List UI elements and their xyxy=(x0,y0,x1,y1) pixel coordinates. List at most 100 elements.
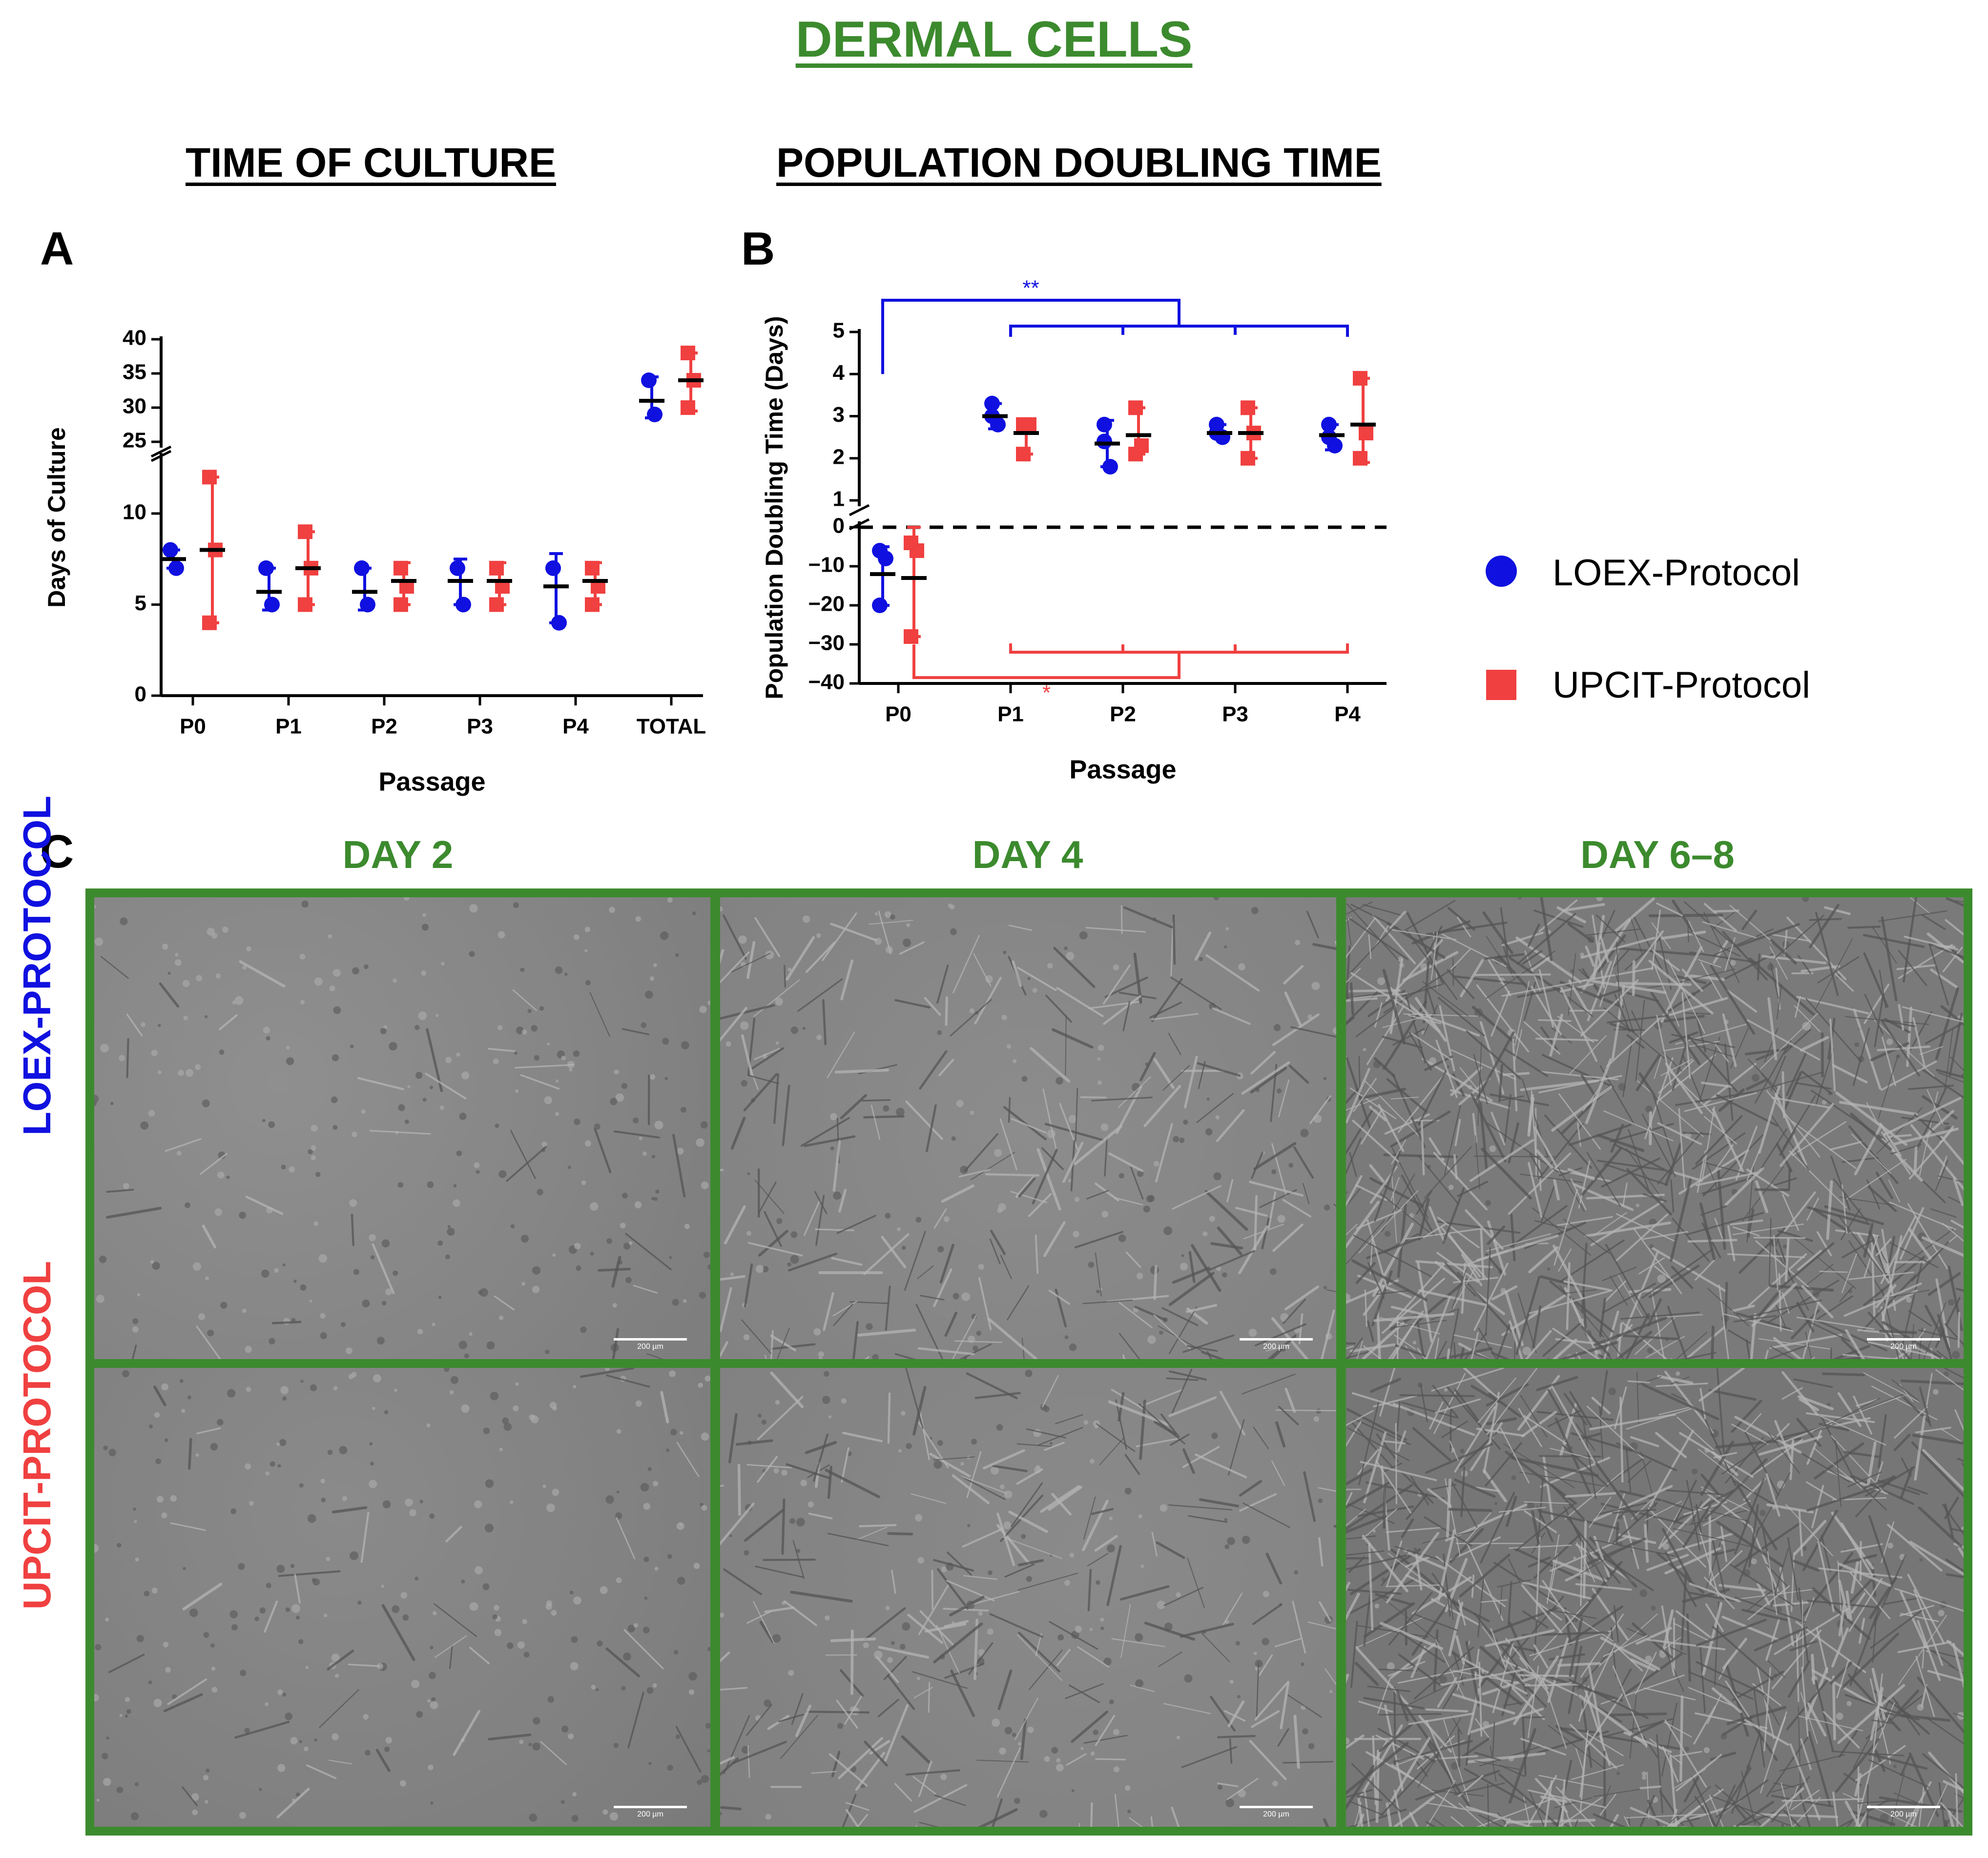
y-tick-label: 30 xyxy=(123,394,146,418)
y-tick-label: 4 xyxy=(833,361,845,385)
chart-time-of-culture: 25 30 35 40 0 5 10 P0 P1 P2 P3 P4 TOTAL Passage Days o… xyxy=(43,326,706,797)
data-point-loex xyxy=(641,372,657,388)
axis-break-mark xyxy=(150,450,172,462)
cell-pattern xyxy=(1346,897,1964,1359)
scale-bar: 200 µm xyxy=(1240,1338,1313,1351)
cell-texture xyxy=(94,897,710,1359)
axis-break-mark xyxy=(849,504,870,516)
data-point-loex xyxy=(872,598,888,613)
cell-pattern xyxy=(94,897,710,1359)
legend: LOEX-Protocol UPCIT-Protocol xyxy=(1479,542,1967,718)
data-point-upcit xyxy=(298,524,312,539)
subtitle-population-doubling-time: POPULATION DOUBLING TIME xyxy=(776,140,1382,186)
data-point-upcit xyxy=(1128,447,1143,462)
significance-label-upcit: * xyxy=(1042,681,1051,705)
y-tick-label: 5 xyxy=(135,591,146,615)
data-point-loex xyxy=(360,597,375,613)
y-tick-label: 2 xyxy=(833,445,845,469)
micrograph-loex-day-6-8: 200 µm xyxy=(1346,897,1964,1359)
significance-bracket-loex-group xyxy=(1009,325,1349,337)
legend-label-upcit: UPCIT-Protocol xyxy=(1553,664,1810,706)
x-tick-label: TOTAL xyxy=(637,715,706,739)
panel-letter-c: C xyxy=(40,826,74,878)
data-point-upcit xyxy=(298,597,312,612)
x-tick-label: P0 xyxy=(885,702,911,726)
x-tick-label: P3 xyxy=(467,715,493,739)
data-point-loex xyxy=(1321,429,1337,445)
y-tick-label: 35 xyxy=(123,360,146,384)
legend-markers xyxy=(1486,556,1517,700)
micrograph-upcit-day-4: 200 µm xyxy=(720,1368,1336,1827)
legend-marker-loex xyxy=(1486,556,1517,587)
y-tick-label: 0 xyxy=(135,682,146,706)
x-tick-label: P2 xyxy=(371,715,397,739)
data-point-upcit xyxy=(1359,426,1373,440)
data-point-upcit xyxy=(1128,400,1143,415)
scale-bar: 200 µm xyxy=(614,1806,687,1819)
cell-texture xyxy=(94,1368,710,1822)
cell-pattern xyxy=(94,1368,710,1822)
y-axis-label: Population Doubling Time (Days) xyxy=(761,316,788,699)
data-point-upcit xyxy=(585,560,600,576)
y-tick-label: −10 xyxy=(808,553,845,577)
x-tick-label: P3 xyxy=(1222,702,1248,726)
figure-title: DERMAL CELLS xyxy=(795,11,1193,68)
x-tick-label: P2 xyxy=(1110,702,1136,726)
cell-pattern xyxy=(720,1368,1336,1827)
data-point-loex xyxy=(647,407,663,422)
data-point-loex xyxy=(450,560,465,576)
data-point-loex xyxy=(551,615,567,631)
x-tick-label: P1 xyxy=(275,715,302,739)
data-point-upcit xyxy=(904,629,918,644)
significance-bracket-upcit xyxy=(912,644,1180,679)
row-label-loex: LOEX-PROTOCOL xyxy=(15,795,59,1136)
x-tick-label: P4 xyxy=(1334,702,1361,726)
micrograph-grid: 200 µm 200 µm 200 µm 200 µm 200 µm 200 µ… xyxy=(85,888,1972,1836)
y-tick-label: 25 xyxy=(123,429,146,453)
column-label-day-6-8: DAY 6–8 xyxy=(1580,833,1735,876)
y-tick-label: 5 xyxy=(833,319,845,343)
data-point-upcit xyxy=(1241,400,1255,415)
x-tick-label: P0 xyxy=(180,715,206,739)
data-point-upcit xyxy=(681,400,695,415)
data-point-loex xyxy=(878,551,893,566)
y-tick-label: 10 xyxy=(123,500,146,524)
micrograph-upcit-day-2: 200 µm xyxy=(94,1368,710,1827)
data-point-upcit xyxy=(489,597,504,612)
cell-texture xyxy=(1346,897,1964,1359)
scale-bar: 200 µm xyxy=(1867,1806,1940,1819)
data-point-upcit xyxy=(1016,447,1031,462)
data-point-loex xyxy=(163,542,178,558)
panel-letter-a: A xyxy=(40,223,74,275)
scale-bar: 200 µm xyxy=(614,1338,687,1351)
chart-population-doubling-time: 1 2 3 4 5 −40 −30 −20 −10 0 P0 P1 P2 P3 P4 Passage Popul… xyxy=(761,276,1387,784)
y-tick-label: −20 xyxy=(808,592,845,616)
y-tick-label: 0 xyxy=(833,514,845,538)
data-point-loex xyxy=(1097,434,1112,450)
micrograph-loex-day-2: 200 µm xyxy=(94,897,710,1359)
data-point-upcit xyxy=(1353,451,1367,466)
scale-bar: 200 µm xyxy=(1867,1338,1940,1351)
data-point-loex xyxy=(984,395,1000,412)
y-axis-label: Days of Culture xyxy=(43,427,70,608)
data-point-loex xyxy=(456,597,471,613)
x-axis-label: Passage xyxy=(1069,755,1176,784)
panel-letter-b: B xyxy=(741,223,775,275)
y-tick-label: 40 xyxy=(123,326,146,350)
data-point-upcit xyxy=(202,615,217,630)
data-point-loex xyxy=(168,560,184,576)
significance-label-loex: ** xyxy=(1022,276,1039,300)
micrograph-loex-day-4: 200 µm xyxy=(720,897,1336,1359)
data-point-loex xyxy=(545,560,561,576)
x-tick-label: P4 xyxy=(562,715,589,739)
data-point-upcit xyxy=(202,470,217,485)
cell-pattern xyxy=(1346,1368,1964,1827)
data-point-upcit xyxy=(585,597,600,612)
significance-bracket-upcit-group xyxy=(1009,643,1349,654)
data-point-upcit xyxy=(489,560,504,576)
micrograph-upcit-day-6-8: 200 µm xyxy=(1346,1368,1964,1827)
data-point-upcit xyxy=(681,346,695,360)
data-point-upcit xyxy=(1022,417,1036,432)
column-label-day-4: DAY 4 xyxy=(972,833,1083,876)
cell-pattern xyxy=(720,897,1336,1359)
